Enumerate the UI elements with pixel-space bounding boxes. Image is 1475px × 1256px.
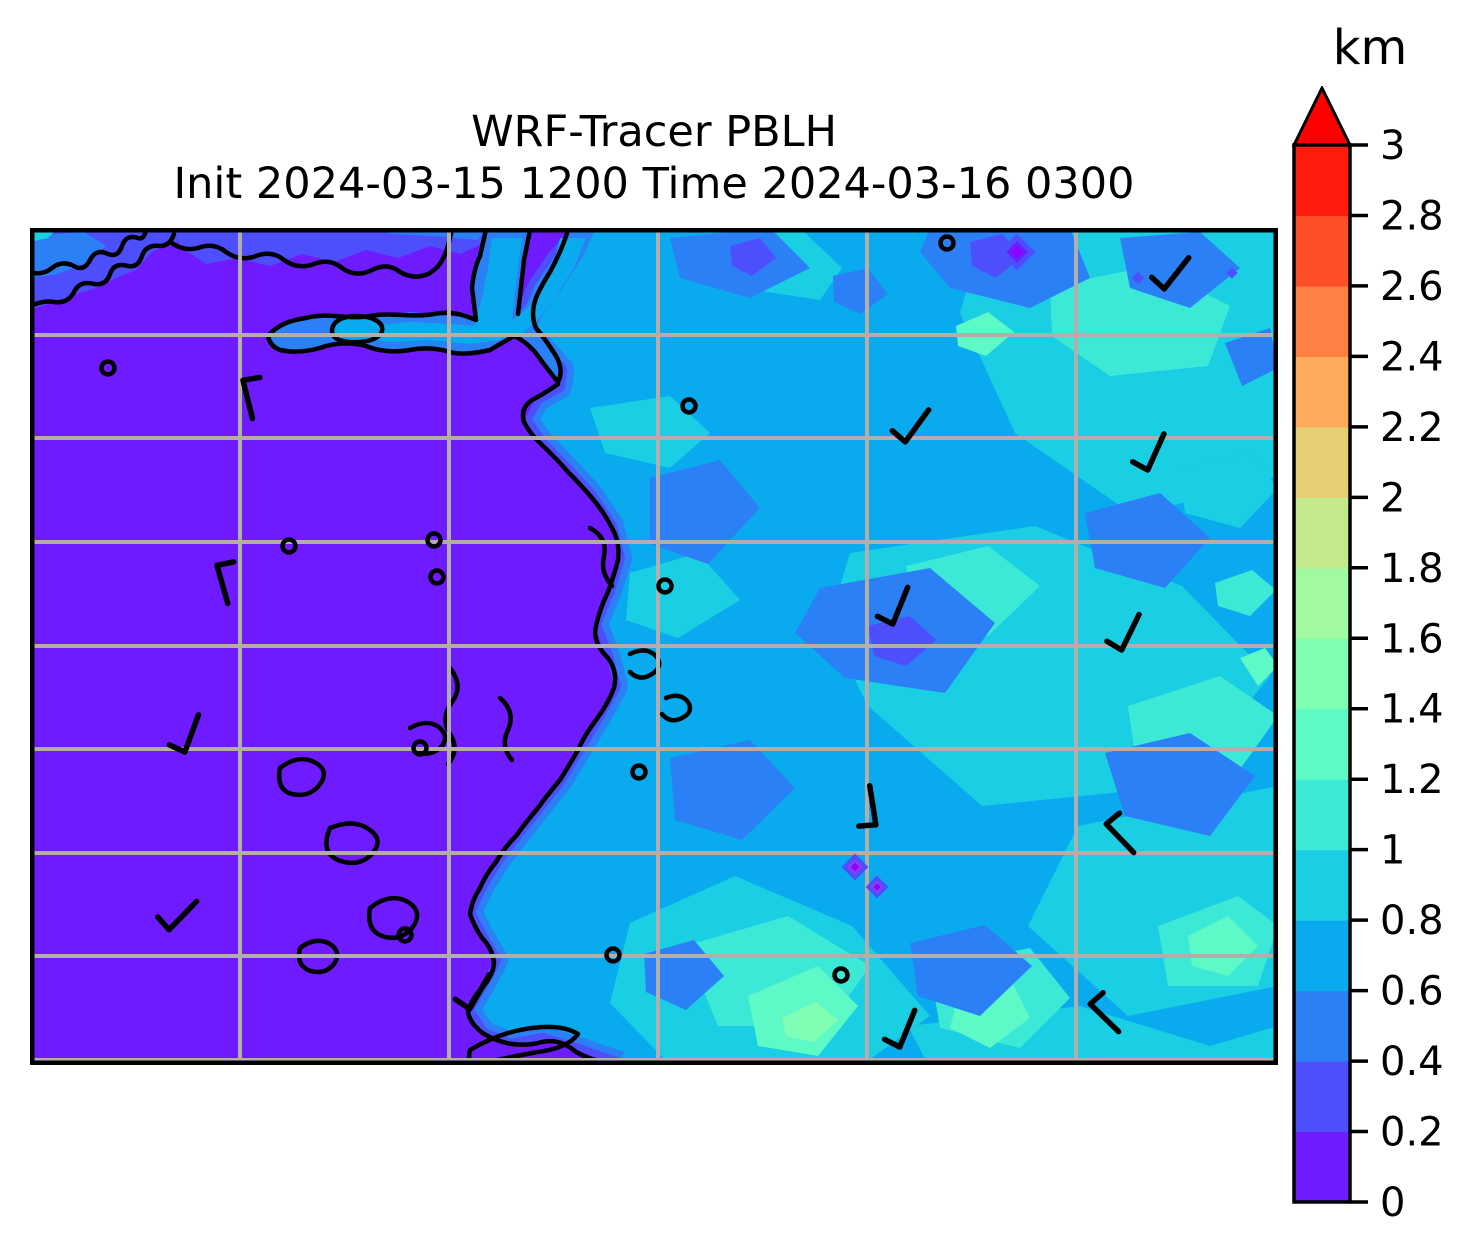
colorbar-tick-label: 0.4: [1380, 1039, 1444, 1085]
wind-barb-icon: [1148, 254, 1192, 292]
colorbar-tick-label: 2.8: [1380, 193, 1444, 239]
wind-barb-icon: [166, 712, 202, 755]
colorbar-outline: [1292, 143, 1352, 1204]
wind-barb-icon: [1129, 431, 1167, 473]
colorbar: 0 0.2 0.4 0.6 0.8 1 1.2 1.4 1.6 1.8 2 2.2 2.4 2.6 2.8 3: [1291, 86, 1444, 1226]
wind-barb-icon: [240, 374, 263, 422]
wind-barb-icon: [452, 971, 493, 1012]
plot-subtitle: Init 2024-03-15 1200 Time 2024-03-16 030…: [173, 159, 1135, 209]
wind-barb-glyph: [452, 971, 493, 1012]
colorbar-band: [1294, 215, 1350, 287]
wind-barb-icon: [1103, 810, 1137, 856]
wind-barb-icon: [1087, 990, 1122, 1035]
colorbar-band: [1294, 567, 1350, 639]
colorbar-band: [1294, 1131, 1350, 1203]
colorbar-tick-label: 0: [1380, 1180, 1405, 1226]
colorbar-band: [1294, 426, 1350, 498]
wind-barb-icon: [214, 559, 237, 607]
wind-barb-glyph: [1087, 990, 1122, 1035]
wind-barb-icon: [856, 782, 879, 829]
colorbar-tick-label: 1.6: [1380, 616, 1444, 662]
colorbar-tick-label: 2.6: [1380, 264, 1444, 310]
colorbar-band: [1294, 497, 1350, 569]
contour-band-green: [782, 1002, 838, 1042]
calm-wind-circle-icon: [411, 739, 429, 757]
lat-lon-gridlines: [30, 228, 1278, 1065]
calm-wind-circle-icon: [832, 966, 850, 984]
wind-barb-glyph: [1148, 254, 1192, 292]
wind-barb-glyph: [889, 407, 932, 445]
calm-wind-circle-icon: [680, 397, 698, 415]
wind-barb-icon: [1104, 611, 1142, 653]
colorbar-tick-label: 0.8: [1380, 898, 1444, 944]
wind-barb-glyph: [1104, 611, 1142, 653]
colorbar-tick-label: 3: [1380, 123, 1405, 169]
colorbar-band: [1294, 849, 1350, 921]
wind-barb-glyph: [155, 898, 200, 933]
wind-barb-glyph: [881, 1007, 918, 1050]
colorbar-tick-label: 1.4: [1380, 687, 1444, 733]
plot-title: WRF-Tracer PBLH: [471, 107, 837, 157]
wind-barb-glyph: [874, 584, 911, 627]
contour-band-blueviolet: [730, 234, 1022, 666]
colorbar-band: [1294, 779, 1350, 851]
river-island: [329, 313, 385, 345]
calm-wind-circle-icon: [938, 234, 956, 252]
calm-wind-circle-icon: [425, 531, 443, 549]
wind-barb-icon: [874, 584, 911, 627]
wind-barb-glyph: [214, 559, 237, 607]
calm-wind-circle-icon: [630, 763, 648, 781]
calm-wind-circle-icon: [656, 577, 674, 595]
wind-barb-glyph: [166, 712, 202, 755]
calm-wind-circle-icon: [428, 568, 446, 586]
wind-barb-glyph: [1129, 431, 1167, 473]
calm-wind-circle-icon: [280, 537, 298, 555]
colorbar-band: [1294, 145, 1350, 217]
colorbar-band: [1294, 285, 1350, 357]
colorbar-unit-label: km: [1332, 20, 1408, 76]
colorbar-tick-label: 0.6: [1380, 969, 1444, 1015]
colorbar-band: [1294, 708, 1350, 780]
colorbar-band: [1294, 1061, 1350, 1133]
pblh-minimum-diamond: [1226, 267, 1238, 279]
calm-wind-circle-icon: [604, 946, 622, 964]
colorbar-band: [1294, 356, 1350, 428]
colorbar-tick-label: 1: [1380, 828, 1405, 874]
map-border: [30, 228, 1278, 1065]
pblh-contour-map: [30, 228, 1278, 1065]
wind-barb-icon: [881, 1007, 918, 1050]
wind-barb-glyph: [240, 374, 263, 422]
wind-barb-glyph: [1103, 810, 1137, 856]
river-water-core: [330, 238, 586, 344]
wind-barb-icon: [155, 898, 200, 933]
top-left-inlet: [30, 228, 180, 310]
wind-barb-icon: [889, 407, 932, 445]
calm-wind-circle-icon: [99, 359, 117, 377]
pblh-minimum-diamond: [873, 883, 881, 891]
map-panel: [30, 228, 1278, 1065]
colorbar-band: [1294, 990, 1350, 1062]
colorbar-panel: 0 0.2 0.4 0.6 0.8 1 1.2 1.4 1.6 1.8 2 2.2 2.4 2.6 2.8 3: [1288, 86, 1475, 1246]
wind-barb-glyph: [856, 782, 879, 829]
colorbar-tick-label: 1.2: [1380, 757, 1444, 803]
colorbar-tick-label: 2.4: [1380, 334, 1444, 380]
colorbar-tick-label: 2.2: [1380, 405, 1444, 451]
colorbar-extend-arrow: [1291, 86, 1353, 147]
calm-wind-circle-icon: [396, 926, 414, 944]
colorbar-band: [1294, 638, 1350, 710]
colorbar-tick-label: 1.8: [1380, 546, 1444, 592]
colorbar-tick-label: 2: [1380, 475, 1405, 521]
colorbar-band: [1294, 920, 1350, 992]
colorbar-tick-label: 0.2: [1380, 1110, 1444, 1156]
